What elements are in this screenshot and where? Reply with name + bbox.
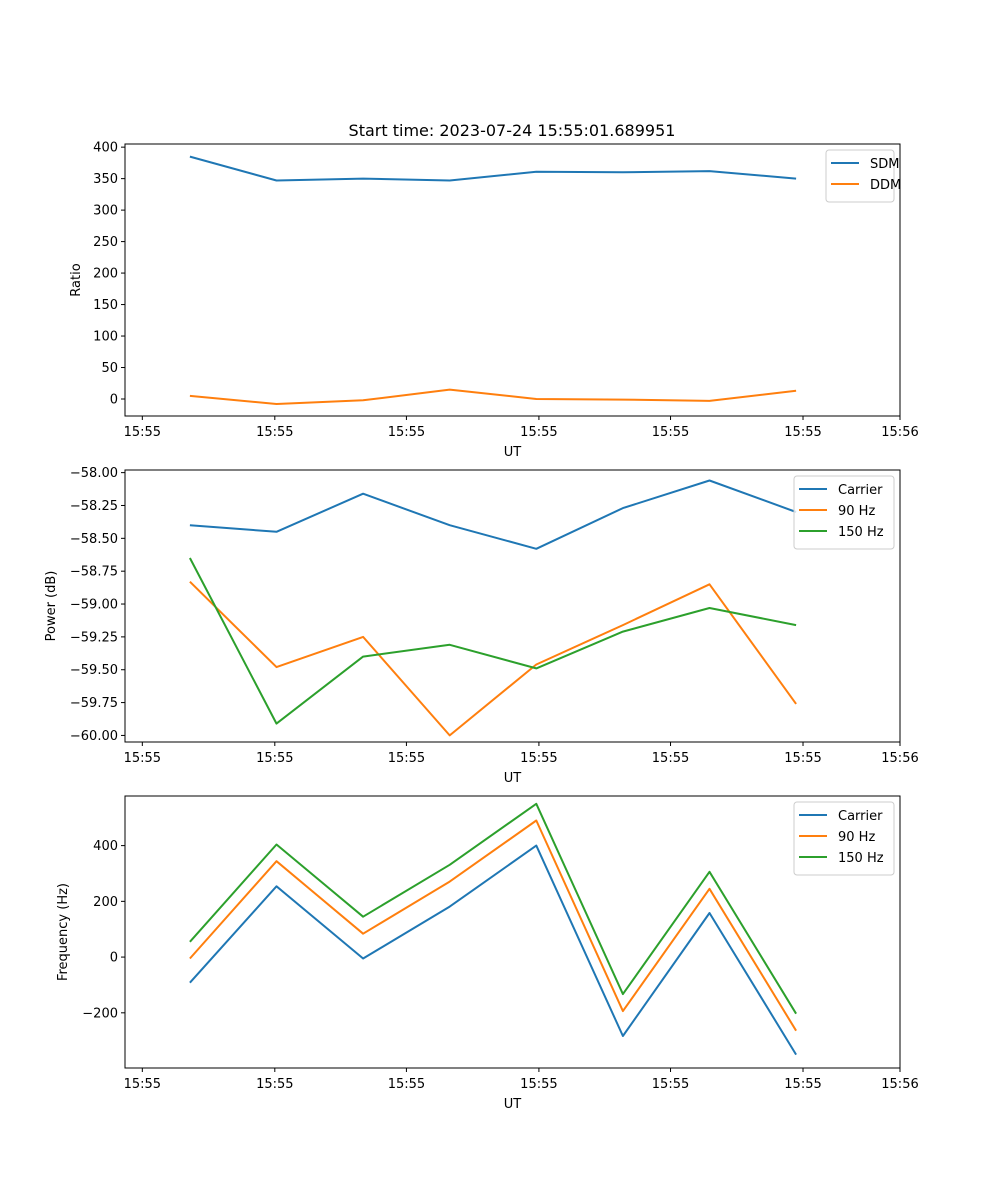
y-axis-label: Power (dB)	[44, 571, 59, 642]
y-tick-label: 400	[93, 839, 118, 854]
x-tick-label: 15:55	[256, 1077, 293, 1092]
x-tick-label: 15:55	[388, 425, 425, 440]
y-tick-label: −58.50	[70, 532, 118, 547]
series-line-carrier	[189, 844, 797, 1056]
y-tick-label: −58.25	[70, 499, 118, 514]
y-tick-label: −58.75	[70, 565, 118, 580]
y-tick-label: 0	[110, 393, 118, 408]
x-axis-label: UT	[504, 771, 522, 786]
x-axis-label: UT	[504, 445, 522, 460]
x-tick-label: 15:55	[388, 1077, 425, 1092]
y-axis-label: Ratio	[69, 263, 84, 296]
axes-frame	[124, 469, 901, 743]
x-tick-label: 15:55	[520, 751, 557, 766]
legend-label: Carrier	[838, 483, 883, 498]
y-axis-label: Frequency (Hz)	[56, 883, 71, 981]
x-tick-label: 15:55	[784, 1077, 821, 1092]
y-tick-label: −59.75	[70, 696, 118, 711]
x-tick-label: 15:55	[124, 1077, 161, 1092]
x-tick-label: 15:55	[520, 425, 557, 440]
legend-label: Carrier	[838, 809, 883, 824]
series-line-sdm	[189, 155, 797, 182]
figure-title: Start time: 2023-07-24 15:55:01.689951	[349, 121, 676, 140]
y-tick-label: 150	[93, 298, 118, 313]
series-line-carrier	[189, 479, 797, 550]
x-tick-label: 15:55	[784, 425, 821, 440]
panel-2: 15:55 15:55 15:55 15:55 15:55 15:55 15:56 −60.0…	[44, 466, 919, 786]
x-tick-label: 15:56	[881, 751, 918, 766]
series-line-150-hz	[189, 557, 797, 725]
x-tick-label: 15:55	[124, 425, 161, 440]
y-tick-label: 100	[93, 330, 118, 345]
x-tick-label: 15:55	[256, 751, 293, 766]
series-line-ddm	[189, 388, 797, 405]
legend-label: 90 Hz	[838, 830, 875, 845]
legend-label: 150 Hz	[838, 525, 884, 540]
x-tick-label: 15:55	[520, 1077, 557, 1092]
x-tick-label: 15:55	[652, 751, 689, 766]
legend-label: SDM	[870, 157, 899, 172]
x-tick-label: 15:55	[784, 751, 821, 766]
legend-label: DDM	[870, 178, 901, 193]
y-tick-label: 200	[93, 267, 118, 282]
y-tick-label: 400	[93, 141, 118, 156]
y-tick-label: −59.50	[70, 663, 118, 678]
series-line-150-hz	[189, 802, 797, 1015]
panel-3: 15:55 15:55 15:55 15:55 15:55 15:55 15:56 −200 0…	[56, 795, 919, 1112]
y-tick-label: −60.00	[70, 729, 118, 744]
series-line-90-hz	[189, 580, 797, 737]
x-tick-label: 15:55	[256, 425, 293, 440]
x-tick-label: 15:55	[652, 425, 689, 440]
y-tick-label: −200	[82, 1006, 118, 1021]
series-line-90-hz	[189, 819, 797, 1032]
axes-frame	[124, 795, 901, 1069]
y-tick-label: 0	[110, 951, 118, 966]
y-tick-label: −58.00	[70, 466, 118, 481]
x-axis-label: UT	[504, 1097, 522, 1112]
x-tick-label: 15:55	[652, 1077, 689, 1092]
x-tick-label: 15:56	[881, 1077, 918, 1092]
legend-label: 150 Hz	[838, 851, 884, 866]
y-tick-label: 300	[93, 204, 118, 219]
y-tick-label: 200	[93, 895, 118, 910]
panel-1: 15:55 15:55 15:55 15:55 15:55 15:55 15:56 0 50 10…	[69, 141, 919, 460]
y-tick-label: 50	[101, 361, 118, 376]
y-tick-label: −59.00	[70, 598, 118, 613]
x-tick-label: 15:55	[388, 751, 425, 766]
x-tick-label: 15:56	[881, 425, 918, 440]
legend: Carrier 90 Hz 150 Hz	[793, 801, 895, 876]
y-tick-label: −59.25	[70, 630, 118, 645]
x-tick-label: 15:55	[124, 751, 161, 766]
axes-frame	[124, 143, 901, 417]
y-tick-label: 350	[93, 172, 118, 187]
y-tick-label: 250	[93, 235, 118, 250]
legend-label: 90 Hz	[838, 504, 875, 519]
legend: SDM DDM	[825, 149, 901, 203]
legend: Carrier 90 Hz 150 Hz	[793, 475, 895, 550]
